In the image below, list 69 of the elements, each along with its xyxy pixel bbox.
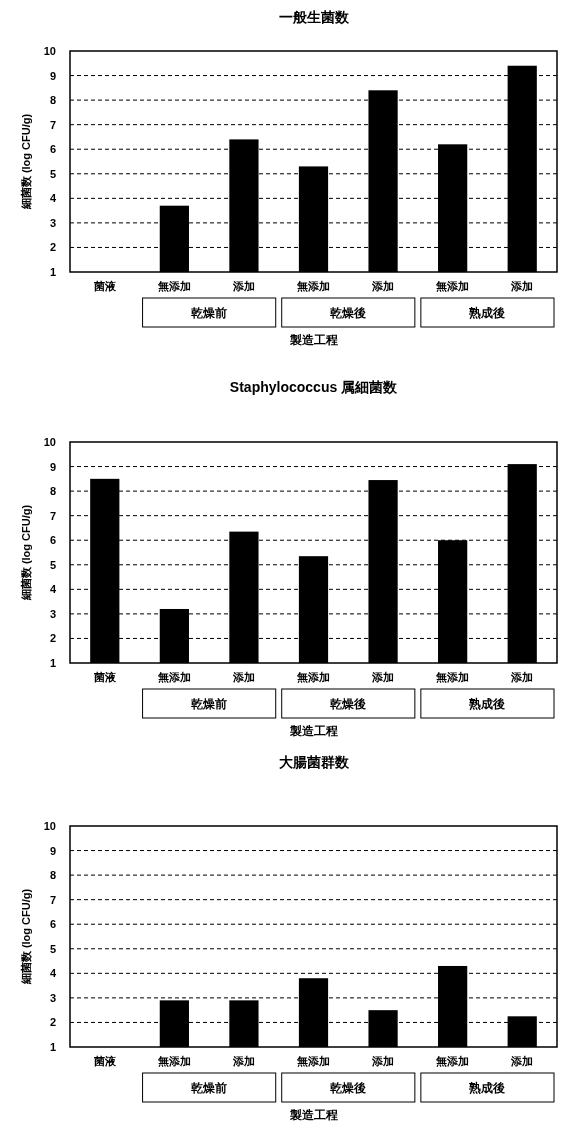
x-tick-label: 無添加	[156, 280, 191, 293]
x-tick-label: 無添加	[296, 671, 330, 684]
x-tick-label: 添加	[510, 280, 534, 292]
y-tick-label: 2	[49, 632, 56, 645]
text: 熟成後	[468, 1081, 506, 1095]
y-tick-label: 7	[49, 509, 56, 522]
y-axis-title: 細菌数 (log CFU/g)	[20, 113, 32, 211]
text: 熟成後	[468, 697, 506, 711]
y-tick-label: 2	[49, 1016, 56, 1029]
y-tick-label: 2	[49, 241, 56, 254]
y-tick-label: 10	[43, 820, 56, 832]
x-tick-label: 菌液	[92, 280, 117, 292]
text: 乾燥前	[191, 1081, 228, 1095]
y-tick-label: 6	[49, 918, 56, 931]
text: 乾燥後	[330, 697, 367, 711]
x-tick-label: 菌液	[92, 1055, 117, 1067]
y-tick-label: 6	[49, 534, 56, 547]
x-tick-label: 添加	[371, 1055, 395, 1067]
y-tick-label: 7	[49, 893, 56, 906]
x-tick-label: 無添加	[435, 671, 470, 684]
y-tick-label: 5	[49, 558, 56, 571]
x-tick-label: 無添加	[296, 280, 330, 293]
x-tick-label: 菌液	[92, 671, 117, 683]
y-tick-label: 10	[43, 45, 56, 57]
x-tick-label: 添加	[371, 671, 395, 683]
x-tick-label: 無添加	[435, 1055, 470, 1068]
y-tick-label: 5	[49, 167, 56, 180]
text: 乾燥前	[191, 306, 228, 320]
y-tick-label: 8	[49, 94, 56, 107]
x-tick-label: 添加	[231, 280, 255, 292]
text: 乾燥後	[330, 306, 367, 320]
x-axis-title: 製造工程	[288, 1108, 338, 1122]
chart-title: Staphylococcus 属細菌数	[229, 379, 399, 395]
chart-title: 大腸菌群数	[278, 754, 350, 770]
y-axis-title: 細菌数 (log CFU/g)	[20, 504, 32, 602]
y-tick-label: 8	[49, 869, 56, 882]
y-tick-label: 5	[49, 942, 56, 955]
text: 熟成後	[468, 306, 506, 320]
y-tick-label: 4	[49, 967, 57, 980]
x-tick-label: 添加	[371, 280, 395, 292]
text: 乾燥前	[191, 697, 228, 711]
x-tick-label: 無添加	[156, 1055, 191, 1068]
x-tick-label: 添加	[231, 1055, 255, 1067]
text: 乾燥後	[330, 1081, 367, 1095]
x-tick-label: 添加	[510, 1055, 534, 1067]
y-tick-label: 3	[49, 216, 56, 229]
x-tick-label: 無添加	[156, 671, 191, 684]
x-tick-label: 添加	[510, 671, 534, 683]
chart-title: 一般生菌数	[278, 9, 350, 25]
y-tick-label: 6	[49, 143, 56, 156]
y-tick-label: 9	[49, 844, 56, 857]
y-tick-label: 1	[49, 657, 56, 669]
y-axis-title: 細菌数 (log CFU/g)	[20, 888, 32, 986]
y-tick-label: 4	[49, 583, 57, 596]
y-tick-label: 4	[49, 192, 57, 205]
y-tick-label: 3	[49, 991, 56, 1004]
y-tick-label: 9	[49, 69, 56, 82]
x-axis-title: 製造工程	[288, 333, 338, 347]
y-tick-label: 3	[49, 607, 56, 620]
y-tick-label: 9	[49, 460, 56, 473]
y-tick-label: 8	[49, 485, 56, 498]
x-tick-label: 無添加	[296, 1055, 330, 1068]
y-tick-label: 7	[49, 118, 56, 131]
y-tick-label: 1	[49, 266, 56, 278]
x-tick-label: 添加	[231, 671, 255, 683]
x-tick-label: 無添加	[435, 280, 470, 293]
x-axis-title: 製造工程	[288, 724, 338, 738]
y-tick-label: 1	[49, 1041, 56, 1053]
y-tick-label: 10	[43, 436, 56, 448]
